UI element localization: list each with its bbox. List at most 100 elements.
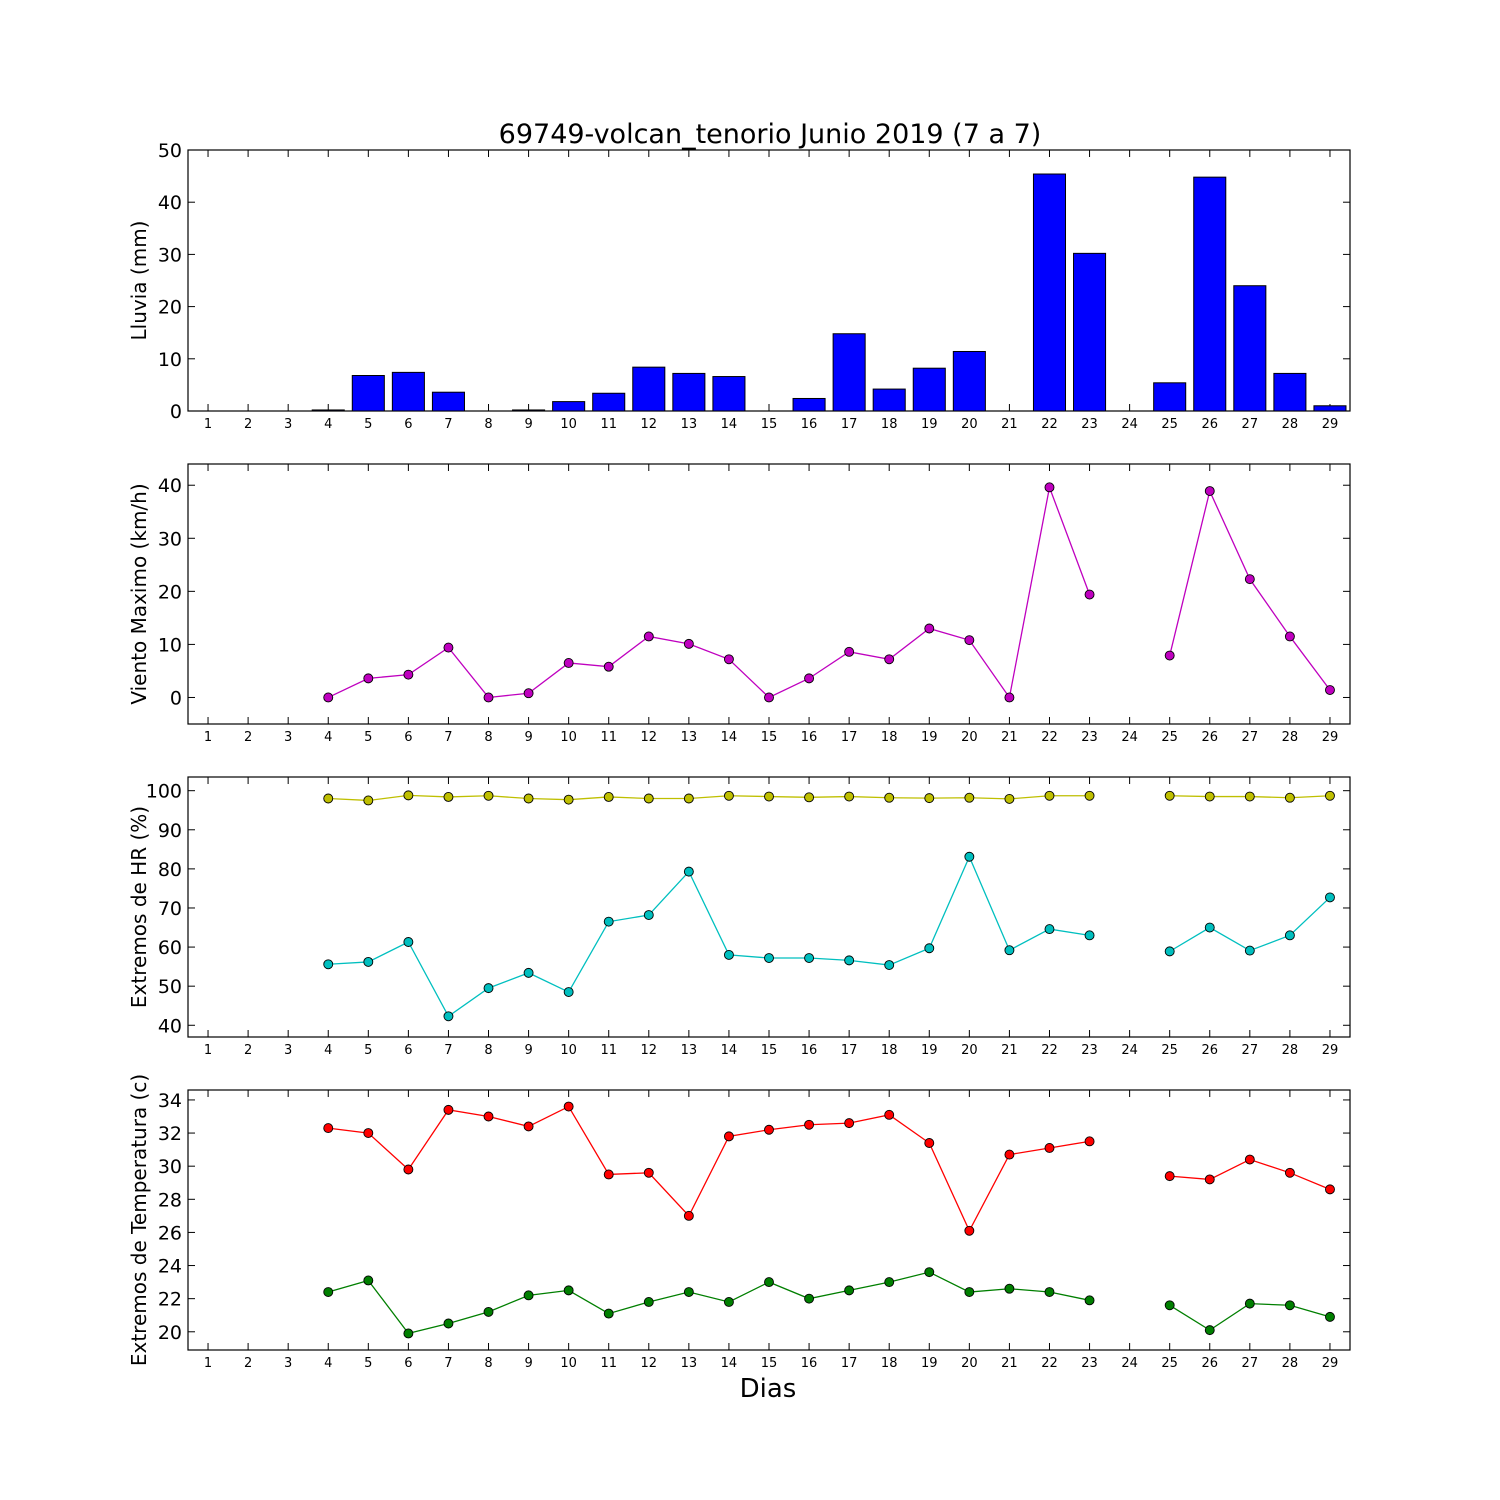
y-tick-label: 30 [158,244,182,266]
x-tick-label: 24 [1121,1356,1138,1371]
series-2-point-day-19 [924,943,935,954]
series-1-point-day-10 [563,658,574,668]
bar-day-11 [592,392,626,412]
series-1-point-day-12 [643,1167,654,1178]
series-1-point-day-22 [1044,1143,1055,1153]
series-1-point-day-11 [603,791,614,802]
x-tick-label: 11 [600,730,617,745]
y-axis-label: Viento Maximo (km/h) [127,483,151,704]
series-1-point-day-9 [523,1121,534,1132]
x-tick-label: 4 [324,1043,332,1058]
series-2-point-day-4 [323,1287,334,1297]
series-1-point-day-4 [323,1123,334,1134]
series-1-point-day-9 [523,688,534,699]
y-tick-label: 30 [158,1156,182,1178]
x-tick-label: 19 [921,730,938,745]
x-tick-label: 28 [1282,1043,1299,1058]
series-1-point-day-19 [924,1138,935,1148]
x-tick-label: 1 [204,417,212,432]
y-tick-label: 24 [158,1256,182,1278]
series-2-point-day-27 [1244,1298,1255,1309]
x-tick-label: 6 [404,1043,412,1058]
x-tick-label: 24 [1121,730,1138,745]
x-tick-label: 16 [801,417,818,432]
x-tick-label: 7 [444,1356,452,1371]
x-tick-label: 12 [641,730,658,745]
series-2-point-day-11 [603,916,614,927]
series-1-point-day-27 [1244,791,1255,802]
x-tick-label: 1 [204,1356,212,1371]
x-tick-label: 12 [641,1356,658,1371]
y-tick-label: 20 [158,1322,182,1344]
bar-day-14 [712,376,746,412]
x-tick-label: 26 [1201,730,1218,745]
x-tick-label: 3 [284,417,292,432]
series-1-point-day-5 [363,673,374,684]
x-tick-label: 3 [284,1043,292,1058]
series-2-point-day-16 [804,1293,815,1304]
x-tick-label: 10 [560,417,577,432]
y-tick-label: 32 [158,1123,182,1145]
series-2-point-day-28 [1284,1300,1295,1311]
x-tick-label: 17 [841,1043,858,1058]
x-tick-label: 17 [841,1356,858,1371]
series-1-point-day-13 [683,1210,694,1221]
x-tick-label: 8 [484,1043,492,1058]
series-1-point-day-22 [1044,790,1055,801]
series-1-point-day-12 [643,631,654,642]
series-1-point-day-7 [443,1104,454,1115]
series-1-point-day-25 [1164,650,1175,661]
series-1-point-day-16 [804,673,815,684]
x-tick-label: 27 [1242,1356,1259,1371]
bar-day-13 [672,372,706,412]
series-2-point-day-23 [1084,1295,1095,1306]
y-tick-label: 80 [158,859,182,881]
x-tick-label: 2 [244,417,252,432]
series-2-point-day-15 [764,953,774,963]
x-tick-label: 22 [1041,1356,1058,1371]
x-tick-label: 5 [364,1043,372,1058]
series-1-line [327,484,1091,700]
series-1-point-day-5 [363,1128,374,1139]
series-1-point-day-21 [1004,1149,1015,1160]
x-tick-label: 11 [600,417,617,432]
series-1-point-day-17 [844,791,855,802]
x-tick-label: 9 [524,1043,532,1058]
x-tick-label: 3 [284,1356,292,1371]
x-tick-label: 17 [841,730,858,745]
series-1-point-day-21 [1004,692,1015,703]
chart-title: 69749-volcan_tenorio Junio 2019 (7 a 7) [499,119,1042,150]
y-tick-label: 30 [158,528,182,550]
series-2-point-day-15 [764,1277,774,1288]
series-2-point-day-5 [363,1275,374,1286]
x-tick-label: 6 [404,1356,412,1371]
x-tick-label: 25 [1161,730,1178,745]
x-tick-label: 28 [1282,730,1299,745]
series-2-point-day-19 [924,1267,935,1278]
series-1-point-day-27 [1244,574,1255,585]
x-tick-label: 12 [641,1043,658,1058]
series-2-point-day-22 [1044,1287,1055,1297]
bar-day-7 [431,391,465,412]
series-1-point-day-19 [924,623,935,634]
series-2-point-day-12 [643,1297,654,1307]
series-2-point-day-26 [1204,922,1215,933]
series-1-point-day-17 [844,1118,855,1129]
series-1-point-day-10 [563,794,574,805]
x-tick-label: 4 [324,730,332,745]
y-tick-label: 10 [158,349,182,371]
series-1-point-day-22 [1044,482,1055,493]
x-tick-label: 27 [1242,730,1259,745]
x-tick-label: 24 [1121,1043,1138,1058]
series-2-point-day-7 [443,1318,454,1329]
series-2-point-day-29 [1325,892,1335,903]
x-tick-label: 8 [484,417,492,432]
x-tick-label: 22 [1041,730,1058,745]
bar-day-27 [1233,285,1267,412]
x-tick-label: 7 [444,417,452,432]
x-tick-label: 21 [1001,730,1018,745]
x-tick-label: 10 [560,1043,577,1058]
